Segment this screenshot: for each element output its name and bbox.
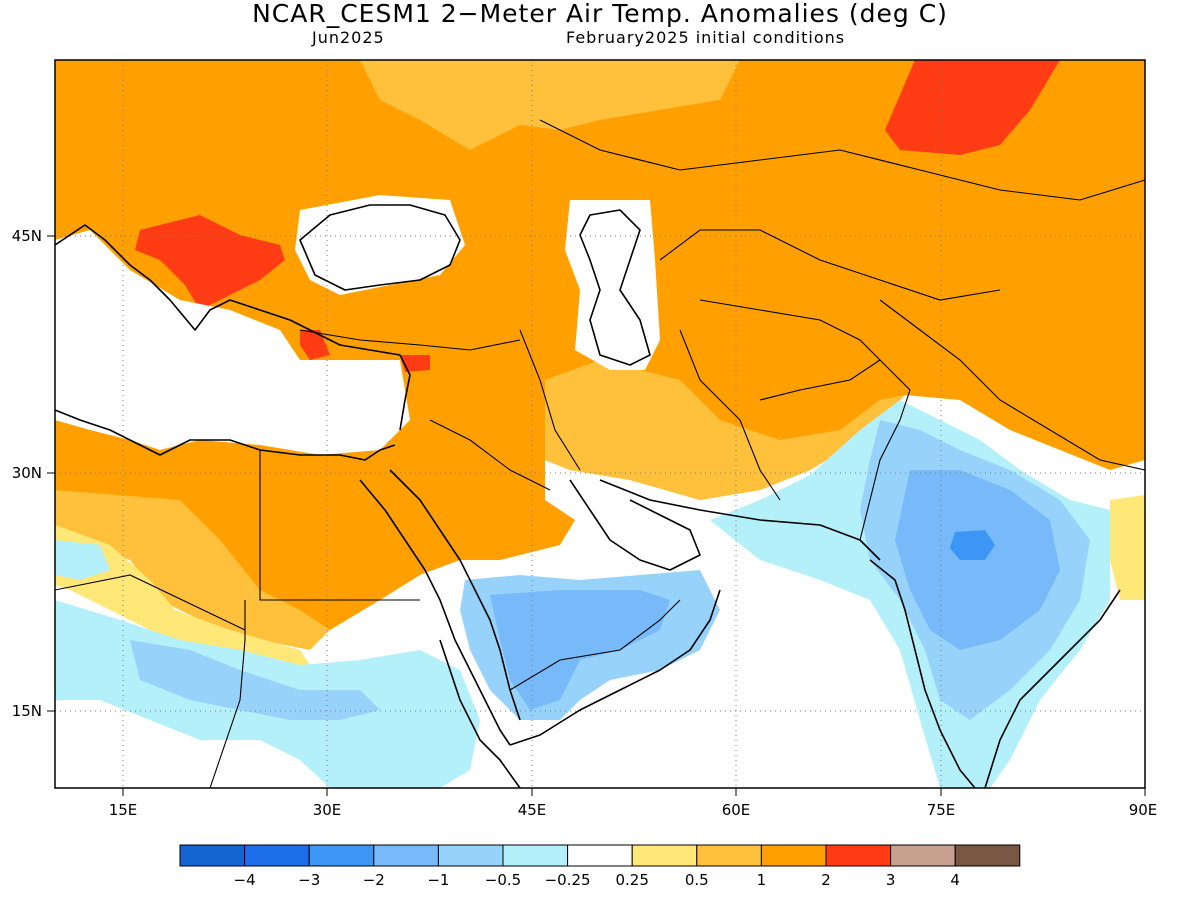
border-afghanistan — [699, 299, 881, 401]
plot-frame — [54, 59, 1146, 789]
lat-tick-labels: 45N 30N 15N — [12, 227, 42, 720]
anomaly-region-lightorange-central — [545, 360, 905, 500]
border-saudi-yemen — [509, 599, 681, 691]
legend-swatch — [696, 844, 762, 867]
legend-label: 4 — [950, 871, 960, 889]
legend-swatch — [567, 844, 633, 867]
legend-label: −2 — [363, 871, 385, 889]
legend-label: 0.5 — [685, 871, 709, 889]
anomaly-region-blacksea — [295, 195, 465, 295]
country-borders — [55, 119, 1145, 788]
anomaly-region-palecyan-westafrica — [55, 540, 110, 580]
legend-swatch — [244, 844, 310, 867]
axis-ticks — [47, 235, 1146, 796]
border-iraq-saudi — [429, 419, 551, 491]
legend-label: 2 — [821, 871, 831, 889]
legend-swatch — [373, 844, 439, 867]
lon-label-30e: 30E — [313, 801, 342, 819]
legend-labels: −4 −3 −2 −1 −0.5 −0.25 0.25 0.5 1 2 3 4 — [234, 871, 960, 889]
legend-swatch — [760, 844, 827, 867]
legend-label: 1 — [757, 871, 767, 889]
lon-label-90e: 90E — [1129, 801, 1158, 819]
lon-label-75e: 75E — [927, 801, 956, 819]
legend-swatch — [954, 844, 1021, 867]
plot-area — [55, 60, 1145, 788]
border-kazakhstan-south — [659, 229, 1001, 301]
legend-label: −3 — [298, 871, 320, 889]
border-egypt-libya — [259, 450, 420, 601]
init-conditions-label: February2025 initial conditions — [566, 28, 846, 47]
legend-label: 0.25 — [615, 871, 648, 889]
anomaly-region-lightorange-africa — [55, 490, 330, 650]
coastline-india-east — [984, 589, 1121, 788]
lon-label-15e: 15E — [109, 801, 138, 819]
anomaly-region-lightorange-north — [360, 60, 740, 150]
lon-label-60e: 60E — [722, 801, 751, 819]
anomaly-region-yellow-india-east — [1110, 495, 1145, 600]
lat-gridlines — [55, 235, 1145, 712]
border-russia-kazakhstan — [539, 119, 1145, 201]
legend-label: 3 — [886, 871, 896, 889]
coastline-persian-gulf — [569, 479, 701, 571]
legend-swatch — [308, 844, 375, 867]
border-china-west — [879, 299, 1145, 471]
coastline-black-sea — [299, 204, 461, 291]
border-sudan-chad — [209, 600, 246, 788]
legend-swatch — [890, 844, 956, 867]
legend-label: −4 — [234, 871, 256, 889]
legend-swatch — [437, 844, 504, 867]
anomaly-region-lightblue-africa — [130, 640, 380, 720]
border-iran-west — [519, 329, 581, 471]
legend-label: −1 — [427, 871, 449, 889]
legend-label: −0.25 — [545, 871, 591, 889]
lat-label-30n: 30N — [12, 464, 42, 482]
legend-colorbar — [179, 844, 1021, 867]
anomaly-region-red-turkey — [300, 330, 330, 360]
border-turkey-south — [299, 329, 521, 351]
valid-month-label: Jun2025 — [312, 28, 385, 47]
anomaly-region-blue-arabia — [490, 590, 670, 710]
anomaly-region-red-levant — [400, 355, 430, 372]
coastline-mediterranean-north — [55, 224, 411, 431]
lon-tick-labels: 15E 30E 45E 60E 75E 90E — [109, 801, 1158, 819]
coastline-red-sea-east — [389, 469, 521, 721]
anomaly-region-red-balkans — [135, 215, 285, 310]
coastline-caspian — [579, 209, 651, 366]
anomaly-region-mediterranean — [55, 230, 410, 455]
coastline-red-sea-west — [359, 479, 511, 746]
legend-swatch — [502, 844, 569, 867]
anomaly-region-red-siberia — [885, 60, 1060, 155]
coastline-africa-horn — [439, 639, 521, 788]
lat-label-45n: 45N — [12, 227, 42, 245]
border-libya-chad — [55, 574, 246, 631]
legend-swatch — [825, 844, 892, 867]
coastline-north-africa — [55, 409, 396, 461]
anomaly-region-caspian — [565, 200, 660, 370]
anomaly-region-deepblue-india — [950, 530, 995, 560]
border-pakistan-india — [859, 359, 911, 541]
anomaly-region-yellow-africa — [55, 525, 310, 670]
coastline-arabia-south — [509, 589, 721, 746]
legend-label: −0.5 — [485, 871, 521, 889]
lon-label-45e: 45E — [518, 801, 547, 819]
border-iran-east — [679, 329, 781, 501]
lat-label-15n: 15N — [12, 702, 42, 720]
legend-swatch — [631, 844, 698, 867]
map-title: NCAR_CESM1 2−Meter Air Temp. Anomalies (… — [252, 0, 948, 28]
coastline-india-west — [869, 559, 976, 788]
legend-swatch — [179, 844, 246, 867]
